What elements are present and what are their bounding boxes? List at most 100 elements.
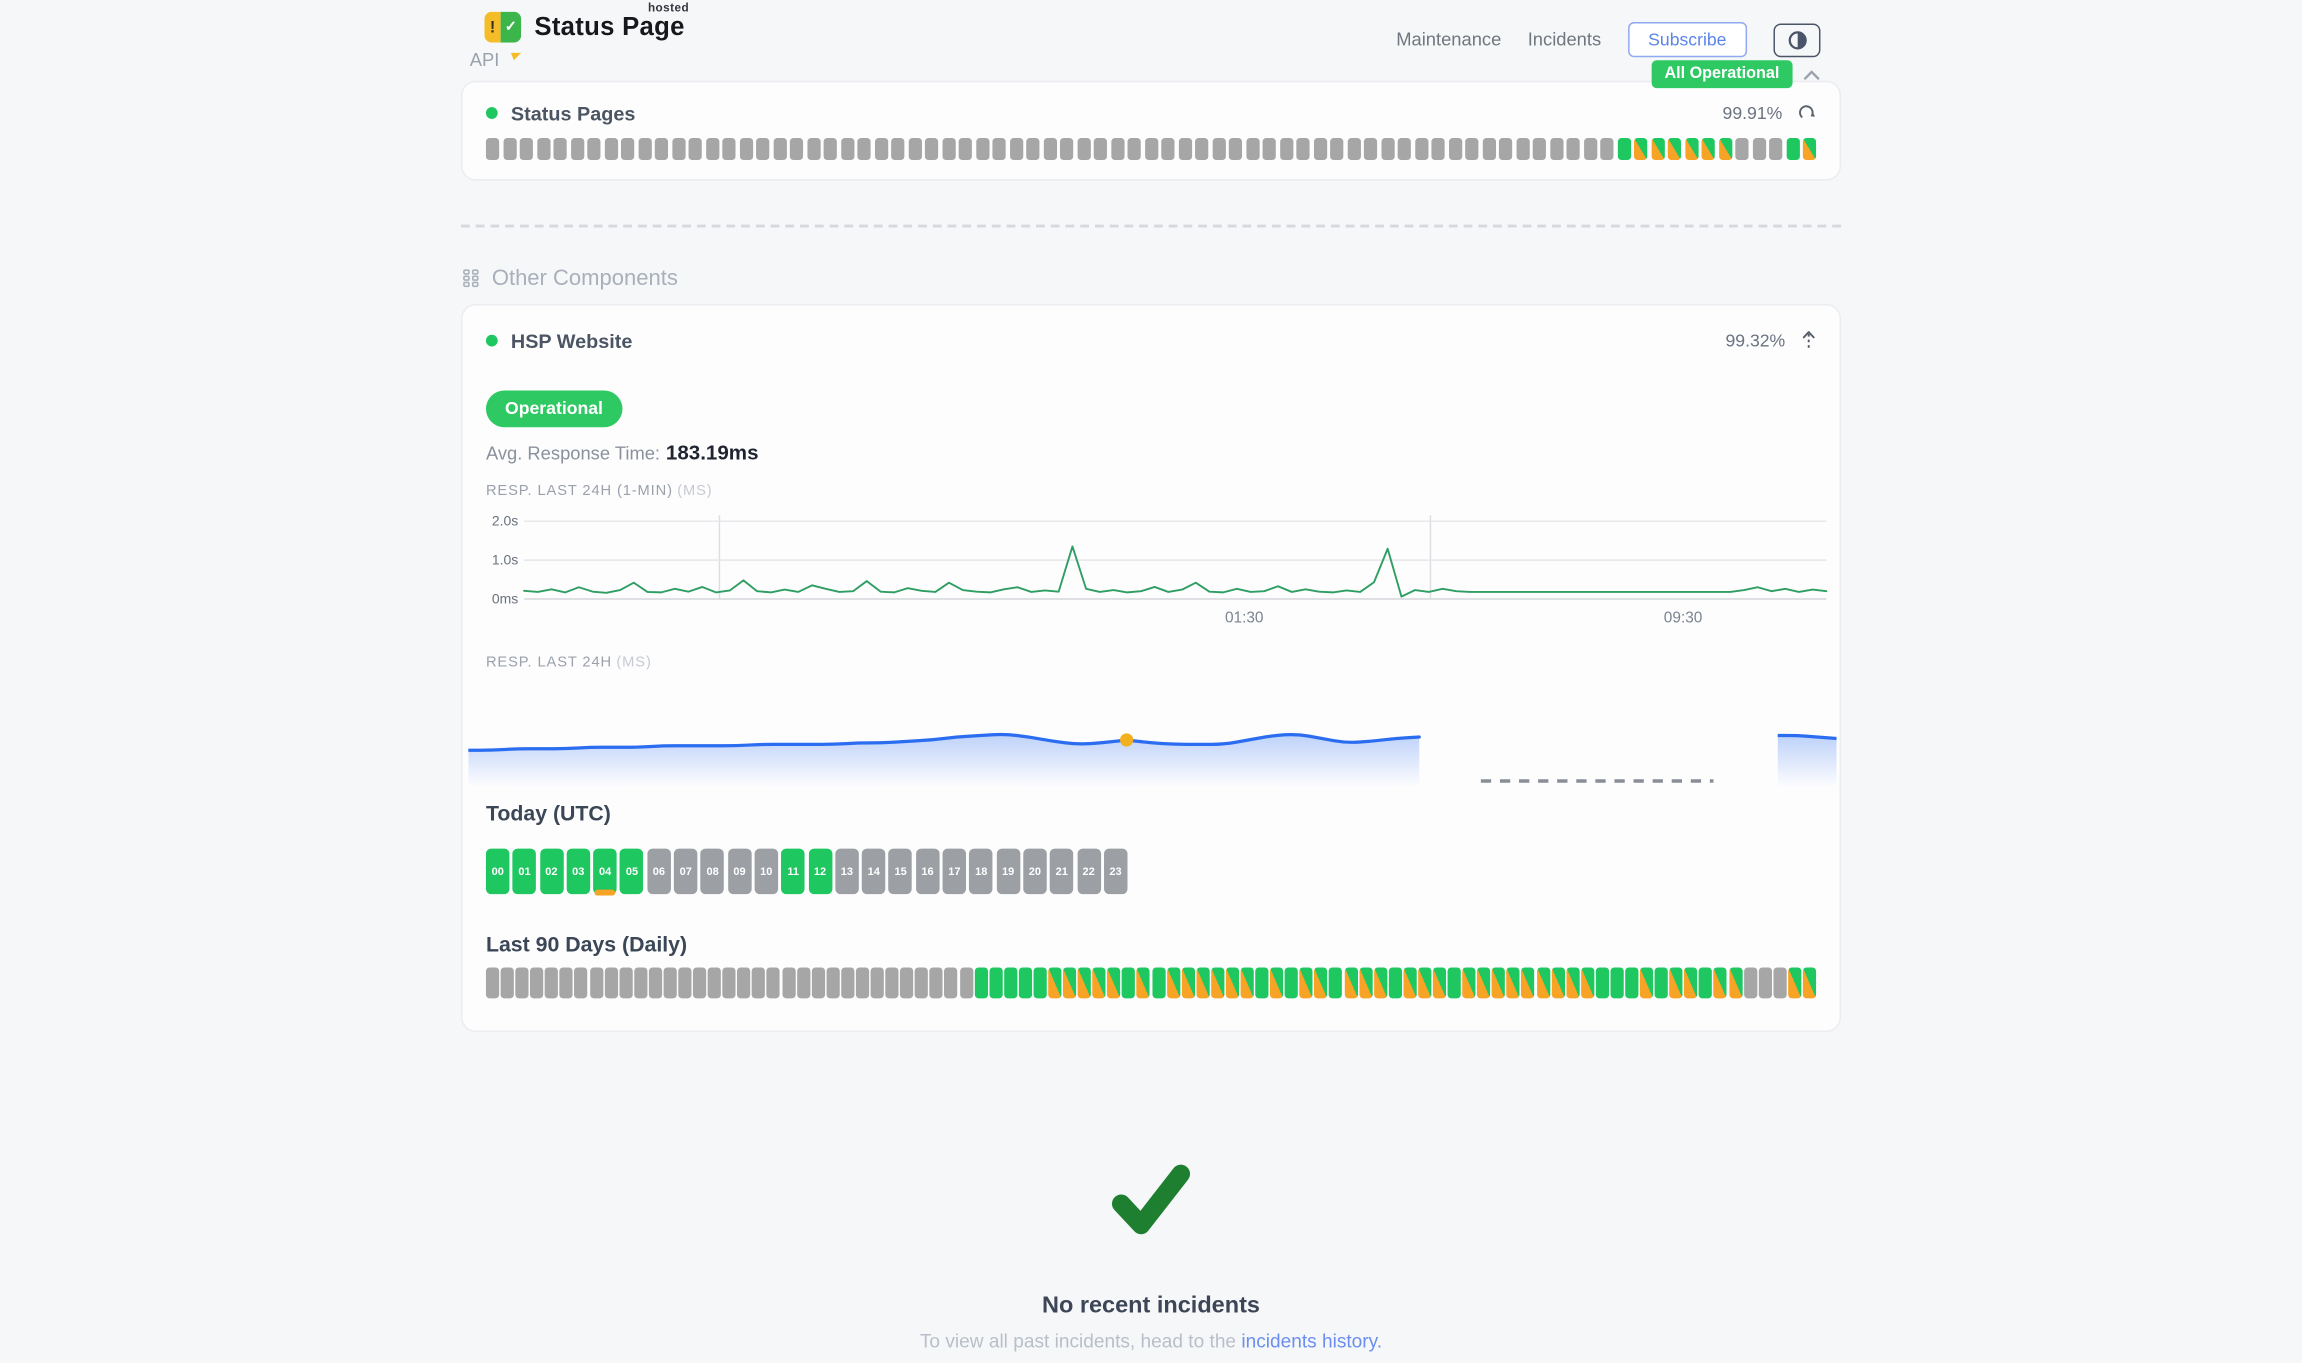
refresh-icon[interactable] [1798, 104, 1816, 122]
uptime-bar[interactable] [671, 138, 685, 161]
subscribe-button[interactable]: Subscribe [1627, 22, 1748, 58]
uptime-bar[interactable] [1448, 138, 1462, 161]
day-bar[interactable] [1728, 967, 1743, 999]
day-bar[interactable] [1551, 967, 1565, 999]
uptime-bar[interactable] [924, 138, 939, 161]
chevron-up-icon[interactable] [1803, 68, 1821, 80]
day-bar[interactable] [870, 967, 884, 999]
day-bar[interactable] [1077, 967, 1091, 999]
uptime-bar[interactable] [1076, 138, 1091, 161]
day-bar[interactable] [1136, 967, 1151, 999]
uptime-bar[interactable] [772, 138, 787, 161]
hour-block-17[interactable]: 17 [942, 848, 967, 895]
hour-block-07[interactable]: 07 [673, 848, 698, 895]
uptime-bar[interactable] [908, 138, 922, 161]
day-bar[interactable] [633, 967, 648, 999]
day-bar[interactable] [1181, 967, 1195, 999]
day-bar[interactable] [545, 967, 559, 999]
day-bar[interactable] [1299, 967, 1313, 999]
uptime-bar[interactable] [1093, 138, 1107, 161]
uptime-bar[interactable] [705, 138, 719, 161]
uptime-bar[interactable] [958, 138, 972, 161]
hour-block-02[interactable]: 02 [539, 848, 564, 895]
hour-block-20[interactable]: 20 [1023, 848, 1047, 895]
uptime-bar[interactable] [1380, 138, 1394, 161]
day-bar[interactable] [1477, 967, 1491, 999]
uptime-bar[interactable] [857, 138, 871, 161]
uptime-bar[interactable] [1279, 138, 1293, 161]
day-bar[interactable] [781, 967, 796, 999]
day-bar[interactable] [589, 967, 603, 999]
day-bar[interactable] [1758, 967, 1772, 999]
day-bar[interactable] [1151, 967, 1165, 999]
uptime-bar[interactable] [1127, 138, 1141, 161]
day-bar[interactable] [796, 967, 810, 999]
day-bar[interactable] [1122, 967, 1136, 999]
day-bar[interactable] [515, 967, 529, 999]
day-bar[interactable] [737, 967, 751, 999]
day-bar[interactable] [1255, 967, 1269, 999]
uptime-bar[interactable] [1465, 138, 1479, 161]
hour-block-21[interactable]: 21 [1050, 848, 1074, 895]
day-bar[interactable] [1270, 967, 1284, 999]
uptime-bar[interactable] [874, 138, 888, 161]
day-bar[interactable] [722, 967, 736, 999]
day-bar[interactable] [1240, 967, 1254, 999]
day-bar[interactable] [1388, 967, 1402, 999]
day-bar[interactable] [1684, 967, 1698, 999]
day-bar[interactable] [1092, 967, 1106, 999]
day-bar[interactable] [678, 967, 692, 999]
uptime-bar[interactable] [570, 138, 584, 161]
day-bar[interactable] [1787, 967, 1802, 999]
uptime-bar[interactable] [1195, 138, 1209, 161]
uptime-bar[interactable] [1532, 138, 1546, 161]
nav-maintenance[interactable]: Maintenance [1396, 29, 1502, 50]
day-bar[interactable] [693, 967, 707, 999]
uptime-bar[interactable] [1701, 138, 1715, 161]
day-bar[interactable] [944, 967, 958, 999]
brand-logo[interactable]: ! ✓ Status Page hosted [484, 1, 689, 61]
day-bar[interactable] [1329, 967, 1343, 999]
uptime-bar[interactable] [1414, 138, 1428, 161]
day-bar[interactable] [1210, 967, 1225, 999]
day-bar[interactable] [1536, 967, 1550, 999]
day-bar[interactable] [989, 967, 1003, 999]
day-bar[interactable] [1432, 967, 1447, 999]
hour-block-10[interactable]: 10 [754, 848, 779, 895]
uptime-bar[interactable] [1566, 138, 1580, 161]
uptime-bar[interactable] [654, 138, 668, 161]
day-bar[interactable] [1403, 967, 1417, 999]
uptime-bar[interactable] [941, 138, 956, 161]
day-bar[interactable] [767, 967, 781, 999]
day-bar[interactable] [1566, 967, 1580, 999]
uptime-bar[interactable] [485, 138, 500, 161]
day-bar[interactable] [959, 967, 973, 999]
uptime-bar[interactable] [1161, 138, 1175, 161]
uptime-bar[interactable] [1617, 138, 1631, 161]
day-bar[interactable] [1506, 967, 1521, 999]
day-bar[interactable] [915, 967, 929, 999]
day-bar[interactable] [1743, 967, 1757, 999]
uptime-bar[interactable] [806, 138, 820, 161]
day-bar[interactable] [1492, 967, 1506, 999]
uptime-bar[interactable] [1667, 138, 1681, 161]
uptime-bar[interactable] [637, 138, 652, 161]
day-bar[interactable] [974, 967, 988, 999]
hour-block-12[interactable]: 12 [808, 848, 832, 895]
day-bar[interactable] [1196, 967, 1210, 999]
day-bar[interactable] [855, 967, 870, 999]
day-bar[interactable] [900, 967, 914, 999]
uptime-bar[interactable] [789, 138, 804, 161]
hour-block-15[interactable]: 15 [888, 848, 913, 895]
uptime-bar[interactable] [553, 138, 567, 161]
day-bar[interactable] [885, 967, 899, 999]
day-bar[interactable] [1610, 967, 1624, 999]
theme-toggle-button[interactable] [1773, 22, 1821, 57]
day-bar[interactable] [1225, 967, 1239, 999]
day-bar[interactable] [826, 967, 840, 999]
day-bar[interactable] [1418, 967, 1432, 999]
hour-block-13[interactable]: 13 [835, 848, 859, 895]
hour-block-04[interactable]: 04 [593, 848, 617, 896]
uptime-bar[interactable] [1482, 138, 1496, 161]
day-bar[interactable] [1166, 967, 1180, 999]
